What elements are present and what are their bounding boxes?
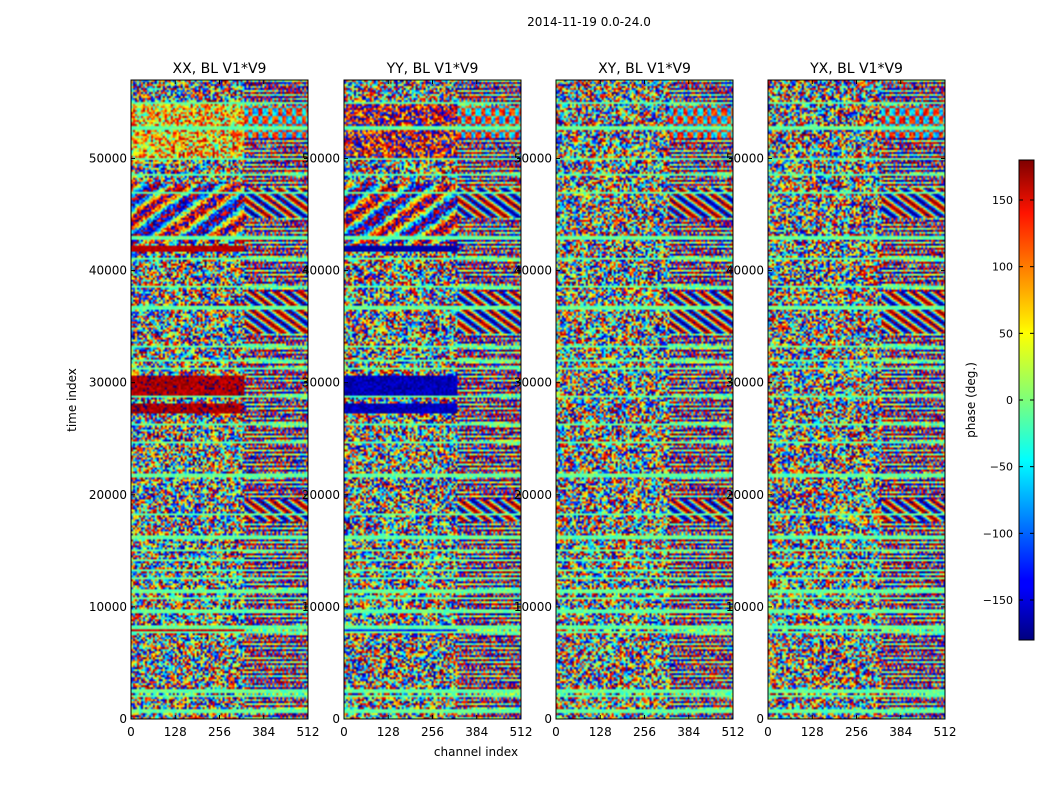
y-tick-label: 20000 xyxy=(726,488,764,502)
x-tick-label: 256 xyxy=(208,725,231,739)
x-tick-label: 0 xyxy=(340,725,348,739)
x-tick-label: 384 xyxy=(677,725,700,739)
x-tick-label: 512 xyxy=(934,725,957,739)
y-tick-label: 40000 xyxy=(89,264,127,278)
y-tick-label: 10000 xyxy=(302,600,340,614)
x-tick-label: 128 xyxy=(377,725,400,739)
colorbar-tick-label: −150 xyxy=(983,594,1013,607)
y-tick-label: 10000 xyxy=(726,600,764,614)
x-tick-label: 0 xyxy=(764,725,772,739)
y-tick-label: 50000 xyxy=(726,151,764,165)
y-tick-label: 0 xyxy=(119,712,127,726)
panel-yx: YX, BL V1*V9 0 128 256 384 512 0 10000 20000 3000… xyxy=(726,61,957,739)
y-tick-label: 50000 xyxy=(89,151,127,165)
panel-title: XX, BL V1*V9 xyxy=(173,61,267,77)
y-tick-label: 20000 xyxy=(89,488,127,502)
x-tick-label: 384 xyxy=(889,725,912,739)
x-tick-label: 0 xyxy=(552,725,560,739)
y-tick-label: 50000 xyxy=(514,151,552,165)
y-tick-label: 40000 xyxy=(726,264,764,278)
colorbar-tick-label: −50 xyxy=(990,461,1013,474)
y-tick-label: 30000 xyxy=(726,376,764,390)
x-tick-label: 128 xyxy=(164,725,187,739)
panel-title: YX, BL V1*V9 xyxy=(809,61,903,77)
y-tick-label: 10000 xyxy=(514,600,552,614)
x-tick-label: 128 xyxy=(801,725,824,739)
colorbar-tick-label: 0 xyxy=(1006,394,1013,407)
y-tick-label: 40000 xyxy=(514,264,552,278)
x-axis-label: channel index xyxy=(434,745,518,759)
x-tick-label: 512 xyxy=(510,725,533,739)
panel-title: XY, BL V1*V9 xyxy=(598,61,691,77)
panel-xy: XY, BL V1*V9 0 128 256 384 512 0 10000 20000 3000… xyxy=(514,61,745,739)
y-tick-label: 30000 xyxy=(302,376,340,390)
colorbar: −150 −100 −50 0 50 100 150 phase (deg.) xyxy=(964,159,1035,641)
colorbar-label: phase (deg.) xyxy=(964,362,978,438)
y-tick-label: 20000 xyxy=(302,488,340,502)
colorbar-tick-label: 150 xyxy=(992,194,1013,207)
y-tick-label: 10000 xyxy=(89,600,127,614)
heatmap-image xyxy=(131,80,308,719)
y-tick-label: 40000 xyxy=(302,264,340,278)
x-tick-label: 256 xyxy=(845,725,868,739)
y-tick-label: 0 xyxy=(544,712,552,726)
x-tick-label: 384 xyxy=(252,725,275,739)
colorbar-tick-label: −100 xyxy=(983,527,1013,540)
x-tick-label: 256 xyxy=(421,725,444,739)
colorbar-tick-label: 100 xyxy=(992,261,1013,274)
x-tick-label: 128 xyxy=(589,725,612,739)
heatmap-image xyxy=(344,80,521,719)
y-axis-label: time index xyxy=(65,368,79,432)
panel-xx: XX, BL V1*V9 0 128 256 384 512 0 10000 20000 3000… xyxy=(89,61,320,739)
x-tick-label: 512 xyxy=(722,725,745,739)
y-tick-label: 0 xyxy=(756,712,764,726)
y-tick-label: 30000 xyxy=(514,376,552,390)
panel-title: YY, BL V1*V9 xyxy=(386,61,479,77)
x-tick-label: 384 xyxy=(465,725,488,739)
heatmap-image xyxy=(768,80,945,719)
panel-yy: YY, BL V1*V9 0 128 256 384 512 0 10000 20000 3000… xyxy=(302,61,533,739)
x-tick-label: 256 xyxy=(633,725,656,739)
colorbar-tick-label: 50 xyxy=(999,327,1013,340)
y-tick-label: 50000 xyxy=(302,151,340,165)
y-tick-label: 20000 xyxy=(514,488,552,502)
heatmap-image xyxy=(556,80,733,719)
x-tick-label: 512 xyxy=(297,725,320,739)
y-tick-label: 30000 xyxy=(89,376,127,390)
y-tick-label: 0 xyxy=(332,712,340,726)
figure-title: 2014-11-19 0.0-24.0 xyxy=(527,15,651,29)
x-tick-label: 0 xyxy=(127,725,135,739)
